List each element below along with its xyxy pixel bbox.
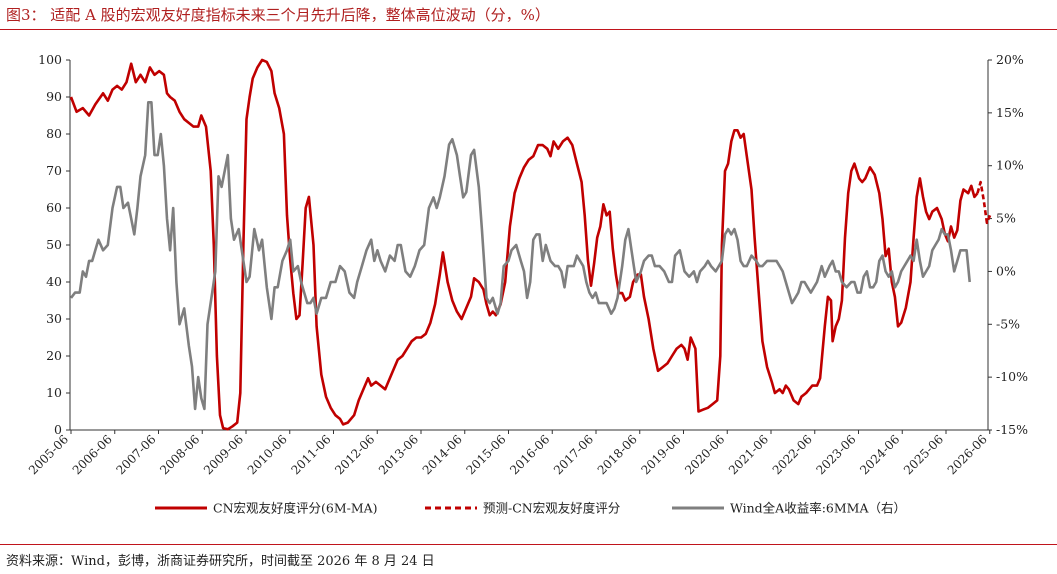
x-tick-label: 2017-06 <box>551 432 596 477</box>
x-tick-label: 2008-06 <box>157 432 202 477</box>
x-tick-label: 2010-06 <box>245 432 290 477</box>
right-tick-label: 5% <box>996 211 1016 226</box>
x-tick-label: 2012-06 <box>332 432 377 477</box>
title-rule <box>0 29 1057 30</box>
x-tick-label: 2016-06 <box>507 432 552 477</box>
left-tick-label: 30 <box>46 311 62 326</box>
left-tick-label: 80 <box>46 126 62 141</box>
legend: CN宏观友好度评分(6M-MA) 预测-CN宏观友好度评分 Wind全A收益率:6M… <box>155 501 906 516</box>
x-tick-label: 2022-06 <box>770 432 815 477</box>
x-tick-label: 2026-06 <box>945 432 990 477</box>
series-line-3 <box>69 101 971 411</box>
legend-label-1: CN宏观友好度评分(6M-MA) <box>213 501 378 516</box>
series-lines <box>69 58 992 431</box>
left-tick-label: 70 <box>46 163 62 178</box>
chart-svg: 0 10 20 30 40 50 60 70 80 90 100 -15% -10% -5% 0% 5% 10%… <box>26 52 1028 516</box>
x-tick-label: 2025-06 <box>901 432 946 477</box>
left-tick-label: 20 <box>46 348 62 363</box>
right-tick-label: -10% <box>996 369 1028 384</box>
x-tick-label: 2006-06 <box>70 432 115 477</box>
x-tick-label: 2024-06 <box>857 432 902 477</box>
x-tick-label: 2015-06 <box>463 432 508 477</box>
x-tick-label: 2021-06 <box>726 432 771 477</box>
left-tick-label: 10 <box>46 385 62 400</box>
left-tick-label: 90 <box>46 89 62 104</box>
x-tick-label: 2013-06 <box>376 432 421 477</box>
right-tick-label: 20% <box>996 52 1024 67</box>
source-rule <box>0 544 1057 545</box>
series-line-1 <box>69 58 979 431</box>
x-tick-label: 2018-06 <box>595 432 640 477</box>
source-note: 资料来源：Wind，彭博，浙商证券研究所，时间截至 2026 年 8 月 24 … <box>6 554 435 569</box>
x-tick-label: 2014-06 <box>420 432 465 477</box>
left-tick-label: 40 <box>46 274 62 289</box>
legend-label-2: 预测-CN宏观友好度评分 <box>483 501 620 516</box>
left-tick-label: 100 <box>38 52 62 67</box>
x-tick-label: 2011-06 <box>288 432 333 477</box>
right-tick-label: -15% <box>996 422 1028 437</box>
x-tick-label: 2019-06 <box>638 432 683 477</box>
x-tick-label: 2023-06 <box>813 432 858 477</box>
right-tick-label: 0% <box>996 263 1016 278</box>
left-tick-label: 0 <box>54 422 62 437</box>
left-tick-label: 50 <box>46 237 62 252</box>
x-tick-label: 2009-06 <box>201 432 246 477</box>
left-tick-label: 60 <box>46 200 62 215</box>
right-tick-label: -5% <box>996 316 1020 331</box>
legend-label-3: Wind全A收益率:6MMA（右） <box>730 501 906 516</box>
right-tick-label: 10% <box>996 158 1024 173</box>
right-tick-label: 15% <box>996 105 1024 120</box>
x-tick-label: 2007-06 <box>113 432 158 477</box>
x-tick-label: 2005-06 <box>26 432 71 477</box>
x-tick-label: 2020-06 <box>682 432 727 477</box>
chart-title: 图3： 适配 A 股的宏观友好度指标未来三个月先升后降，整体高位波动（分，%） <box>6 6 550 24</box>
